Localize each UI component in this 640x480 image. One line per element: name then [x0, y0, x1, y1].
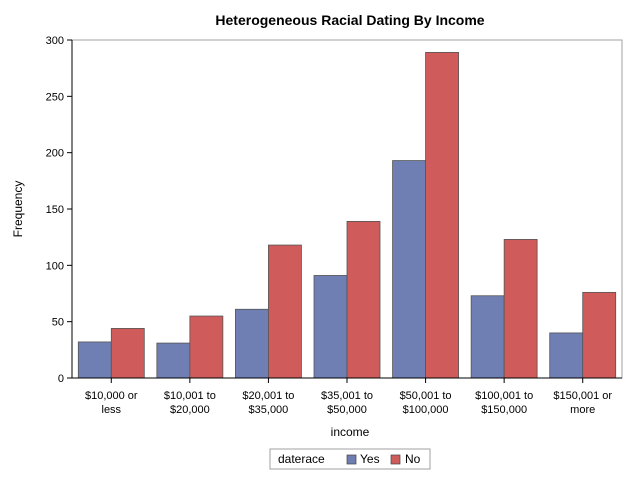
y-tick-label: 100	[46, 260, 64, 272]
x-tick-label: less	[102, 404, 122, 416]
x-tick-label: $10,001 to	[164, 390, 216, 402]
x-axis-label: income	[331, 425, 370, 439]
bar-no-0	[110, 328, 145, 379]
bar-no-3	[346, 220, 381, 379]
x-tick-label: $35,000	[249, 404, 289, 416]
x-tick-label: $50,000	[327, 404, 367, 416]
x-tick-label: $150,000	[481, 404, 527, 416]
y-tick-label: 50	[52, 317, 64, 329]
x-tick-label: $35,001 to	[321, 390, 373, 402]
x-tick-label: $100,001 to	[475, 390, 533, 402]
bar-yes-5	[470, 295, 505, 379]
x-tick-label: $20,001 to	[242, 390, 294, 402]
bar-yes-2	[235, 308, 269, 379]
legend-label-no: No	[405, 452, 421, 466]
x-ticks: $10,000 or less $10,001 to $20,000 $20,001 t…	[85, 378, 612, 416]
y-tick-label: 250	[46, 91, 64, 103]
bar-no-6	[582, 291, 617, 379]
y-tick-label: 0	[58, 373, 64, 385]
x-tick-label: $10,000 or	[85, 390, 138, 402]
bar-yes-6	[549, 332, 584, 379]
bar-no-4	[425, 51, 459, 379]
legend: daterace Yes No	[269, 448, 431, 470]
bar-yes-1	[156, 342, 191, 379]
legend-swatch-yes	[346, 454, 357, 465]
legend-swatch-no	[390, 454, 401, 465]
chart-title: Heterogeneous Racial Dating By Income	[215, 12, 484, 28]
x-tick-label: $100,000	[403, 404, 449, 416]
x-tick-label: $50,001 to	[400, 390, 452, 402]
y-tick-label: 150	[46, 204, 64, 216]
bar-yes-3	[313, 275, 348, 379]
y-tick-label: 300	[46, 35, 64, 47]
bar-no-1	[189, 315, 224, 379]
x-tick-label: $20,000	[170, 404, 210, 416]
bar-yes-4	[392, 160, 426, 379]
y-tick-label: 200	[46, 148, 64, 160]
bars-group	[77, 51, 617, 379]
bar-no-5	[503, 239, 538, 379]
x-tick-label: $150,001 or	[553, 390, 612, 402]
y-ticks: 0 50 100 150 200 250 300	[46, 35, 72, 385]
bar-yes-0	[77, 341, 112, 379]
legend-title: daterace	[278, 452, 325, 466]
y-axis-label: Frequency	[11, 181, 25, 238]
x-tick-label: more	[570, 404, 595, 416]
bar-no-2	[268, 244, 302, 379]
legend-label-yes: Yes	[360, 452, 380, 466]
